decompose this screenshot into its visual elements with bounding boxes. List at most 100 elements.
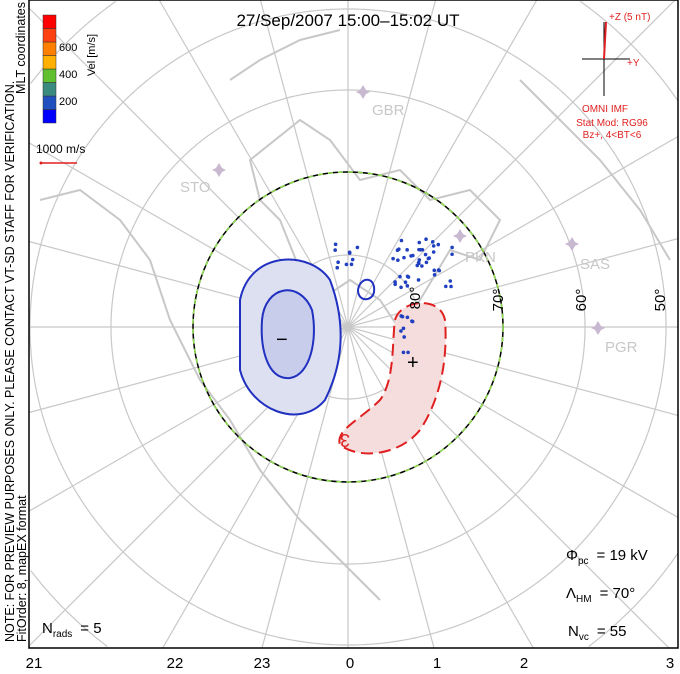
radar-label: PGR <box>605 339 638 356</box>
velocity-vector <box>430 240 435 244</box>
velocity-vector <box>349 262 354 267</box>
latitude-labels: 80° 70° 60° 50° <box>407 287 669 312</box>
velocity-vector <box>401 326 406 331</box>
imf-condition: Bz+, 4<BT<6 <box>583 130 642 141</box>
velocity-vector <box>420 264 424 268</box>
velocity-vector <box>401 350 406 355</box>
max-potential-marker: + <box>407 352 419 374</box>
velocity-vector <box>450 252 454 257</box>
velocity-vector <box>405 284 410 288</box>
velocity-vector <box>391 256 395 261</box>
colorbar-segment <box>42 95 57 110</box>
radar-site-icon <box>591 321 605 335</box>
mlt-label: 3 <box>666 655 674 672</box>
stat-model: Stat Mod: RG96 <box>576 118 648 129</box>
radar-site-icon <box>356 85 370 99</box>
velocity-vector <box>415 263 420 268</box>
colorbar-segment <box>42 68 57 83</box>
hm-boundary-dash <box>192 171 504 483</box>
meridian-line <box>347 0 676 328</box>
velocity-vector <box>431 250 436 254</box>
imf-source: OMNI IMF <box>582 104 628 115</box>
colorbar-segment <box>42 41 57 56</box>
phi-pc-stat: Φpc = 19 kV <box>566 547 648 567</box>
positive-cell <box>338 302 447 455</box>
radar-sites: GBR STO PKN SAS PGR <box>180 85 638 356</box>
mlt-label: 1 <box>433 655 441 672</box>
velocity-vector <box>397 247 401 251</box>
velocity-vector <box>424 260 429 265</box>
mlt-label: 23 <box>254 655 271 672</box>
lat-lon-grid <box>28 0 679 649</box>
velocity-vector <box>402 255 406 260</box>
scale-label: 1000 m/s <box>36 142 85 156</box>
velocity-vector <box>335 265 340 270</box>
meridian-line <box>347 0 538 328</box>
velocity-vector <box>399 329 403 333</box>
meridian-line <box>347 326 435 649</box>
velocity-vector <box>427 256 431 260</box>
radar-label: STO <box>180 179 211 196</box>
velocity-vector <box>416 278 421 282</box>
mlt-label: 2 <box>520 655 528 672</box>
colorbar-segment <box>42 28 57 43</box>
meridian-line <box>259 0 349 328</box>
velocity-vector <box>355 245 360 250</box>
preview-note: NOTE: FOR PREVIEW PURPOSES ONLY. PLEASE … <box>3 81 17 642</box>
velocity-vector <box>402 335 406 339</box>
radar-site-icon <box>453 229 467 243</box>
radar-site-icon <box>212 163 226 177</box>
mlt-label: 22 <box>167 655 184 672</box>
velocity-vector <box>399 314 404 318</box>
velocity-vector <box>403 280 408 285</box>
velocity-vector <box>417 240 422 245</box>
velocity-vector <box>449 284 453 289</box>
velocity-vector <box>443 284 448 289</box>
coastlines <box>39 29 671 601</box>
nvc-stat: Nvc = 55 <box>568 623 626 643</box>
coords-label: MLT coordinates <box>14 2 28 94</box>
nrads-stat: Nrads = 5 <box>42 620 102 640</box>
imf-y-label: +Y <box>627 58 640 69</box>
velocity-vector <box>399 285 403 290</box>
velocity-colorbar: 200 400 600 <box>42 14 77 124</box>
velocity-vector <box>393 282 397 287</box>
negative-cell-inner <box>260 289 315 380</box>
velocity-vector <box>405 248 409 252</box>
meridian-line <box>347 135 679 328</box>
velocity-vector <box>399 238 404 243</box>
velocity-vector <box>347 251 352 255</box>
velocity-vector <box>396 258 400 263</box>
colorbar-tick: 200 <box>59 96 77 108</box>
latitude-circle <box>30 0 679 647</box>
scale-vector-origin <box>39 161 43 165</box>
velocity-vector <box>406 350 410 355</box>
velocity-vector <box>333 242 338 247</box>
colorbar-segment <box>42 109 57 124</box>
latitude-label: 50° <box>652 289 669 312</box>
velocity-vector <box>336 260 340 265</box>
velocity-vector <box>431 244 436 248</box>
velocity-vector <box>436 268 441 272</box>
plot-frame <box>28 0 679 649</box>
small-contour <box>356 278 376 301</box>
velocity-vectors <box>333 237 454 355</box>
map-title: 27/Sep/2007 15:00–15:02 UT <box>236 11 459 30</box>
statistics: Φpc = 19 kV ΛHM = 70° Nvc = 55 <box>566 547 648 643</box>
colorbar-tick: 600 <box>59 42 77 54</box>
velocity-vector <box>418 248 423 252</box>
velocity-vector <box>424 237 428 242</box>
velocity-vector <box>350 257 355 262</box>
velocity-vector <box>333 248 337 252</box>
velocity-vector <box>344 262 349 267</box>
velocity-vector <box>410 319 414 323</box>
radar-label: SAS <box>580 256 610 273</box>
colorbar-segment <box>42 55 57 70</box>
velocity-vector <box>436 242 441 247</box>
mlt-label: 21 <box>26 655 43 672</box>
colorbar-tick: 400 <box>59 69 77 81</box>
meridian-line <box>347 0 437 328</box>
imf-clock: +Z (5 nT) +Y OMNI IMF Stat Mod: RG96 Bz+… <box>576 12 650 141</box>
velocity-vector <box>398 274 402 279</box>
